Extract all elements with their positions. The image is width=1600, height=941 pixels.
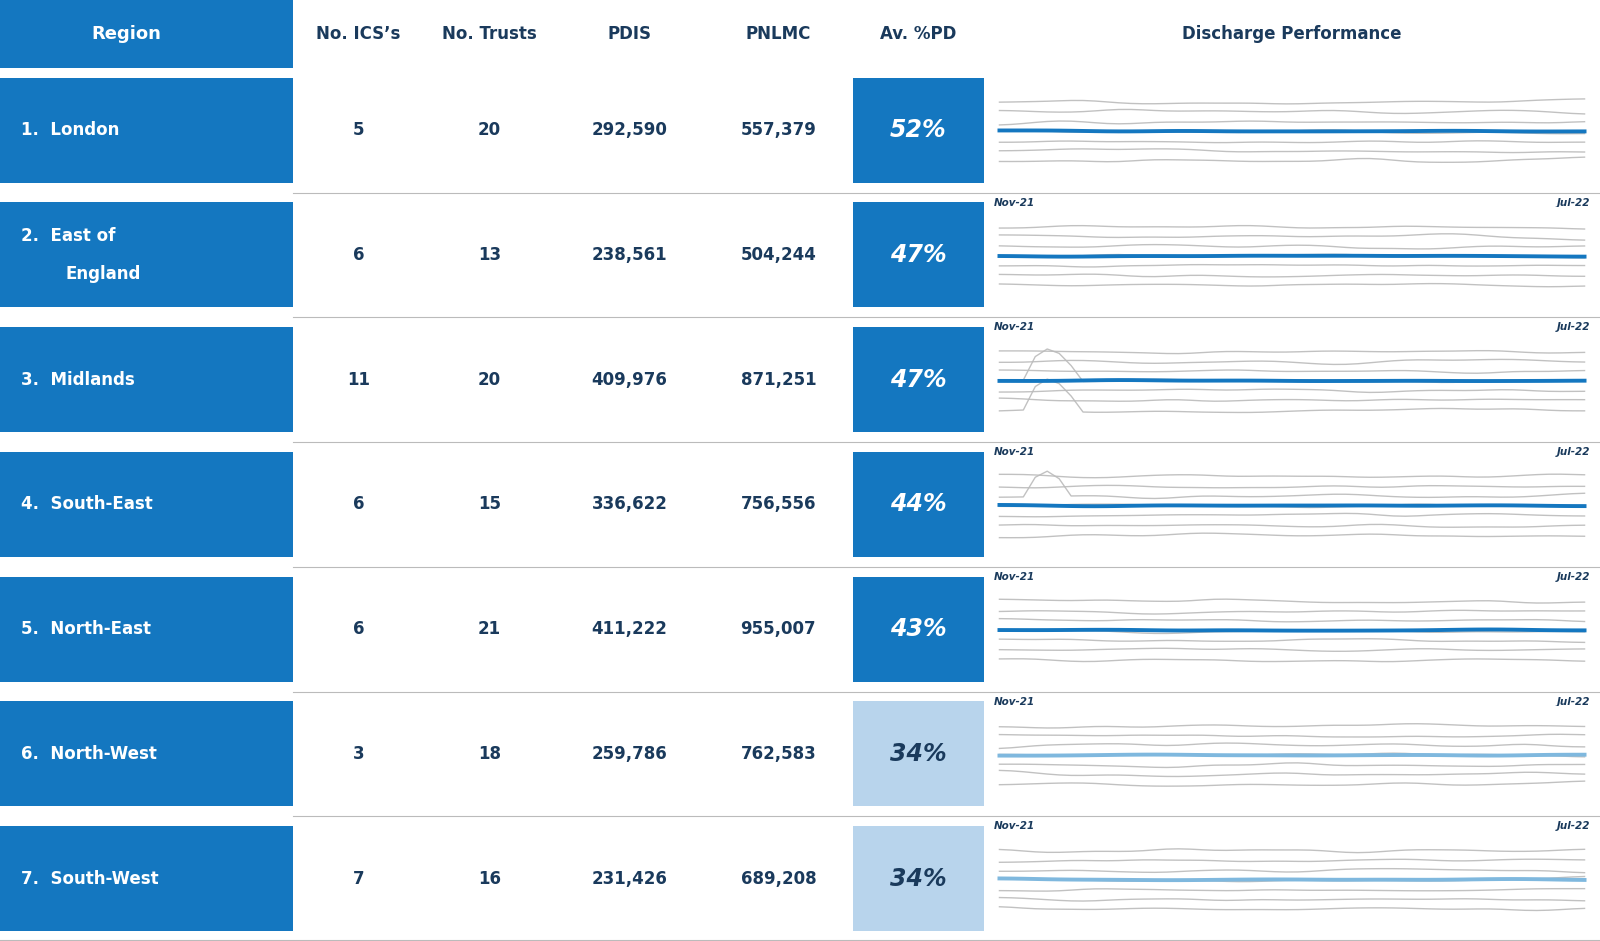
- Text: 7: 7: [352, 869, 365, 887]
- Text: 47%: 47%: [890, 368, 947, 391]
- Bar: [0, 0, 1600, 68]
- Bar: [0, 68, 1600, 193]
- Text: 13: 13: [478, 246, 501, 263]
- Bar: [853, 202, 984, 308]
- Text: Jul-22: Jul-22: [1557, 322, 1590, 332]
- Text: 762,583: 762,583: [741, 745, 816, 763]
- Bar: [853, 826, 984, 931]
- Text: Nov-21: Nov-21: [994, 821, 1035, 831]
- Bar: [853, 78, 984, 183]
- Text: PDIS: PDIS: [608, 24, 651, 43]
- Text: 3: 3: [352, 745, 365, 763]
- Text: 47%: 47%: [890, 243, 947, 267]
- Text: 336,622: 336,622: [592, 495, 667, 514]
- Text: 2.  East of: 2. East of: [21, 227, 115, 245]
- Text: Jul-22: Jul-22: [1557, 572, 1590, 582]
- Text: 259,786: 259,786: [592, 745, 667, 763]
- Text: 21: 21: [478, 620, 501, 638]
- Text: Nov-21: Nov-21: [994, 696, 1035, 707]
- Text: 689,208: 689,208: [741, 869, 816, 887]
- Text: Av. %PD: Av. %PD: [880, 24, 957, 43]
- Bar: [0, 577, 293, 681]
- Text: 7.  South-West: 7. South-West: [21, 869, 158, 887]
- Text: Jul-22: Jul-22: [1557, 198, 1590, 208]
- Text: 20: 20: [478, 121, 501, 139]
- Text: 238,561: 238,561: [592, 246, 667, 263]
- Bar: [0, 317, 1600, 442]
- Bar: [0, 701, 293, 806]
- Text: Discharge Performance: Discharge Performance: [1182, 24, 1402, 43]
- Text: 871,251: 871,251: [741, 371, 816, 389]
- Text: 11: 11: [347, 371, 370, 389]
- Text: 18: 18: [478, 745, 501, 763]
- Bar: [853, 577, 984, 681]
- Text: 6: 6: [352, 246, 365, 263]
- Text: Region: Region: [91, 24, 162, 43]
- Text: 1.  London: 1. London: [21, 121, 118, 139]
- Text: Nov-21: Nov-21: [994, 322, 1035, 332]
- Text: 34%: 34%: [890, 867, 947, 890]
- Text: PNLMC: PNLMC: [746, 24, 811, 43]
- Text: Jul-22: Jul-22: [1557, 696, 1590, 707]
- Text: 6: 6: [352, 620, 365, 638]
- Text: 6: 6: [352, 495, 365, 514]
- Bar: [0, 0, 293, 68]
- Text: 292,590: 292,590: [592, 121, 667, 139]
- Text: 5.  North-East: 5. North-East: [21, 620, 150, 638]
- Text: Nov-21: Nov-21: [994, 572, 1035, 582]
- Bar: [0, 692, 1600, 816]
- Bar: [853, 327, 984, 432]
- Text: 955,007: 955,007: [741, 620, 816, 638]
- Bar: [0, 327, 293, 432]
- Text: 504,244: 504,244: [741, 246, 816, 263]
- Bar: [0, 78, 293, 183]
- Bar: [0, 193, 1600, 317]
- Text: 15: 15: [478, 495, 501, 514]
- Bar: [0, 816, 1600, 941]
- Text: 3.  Midlands: 3. Midlands: [21, 371, 134, 389]
- Text: 231,426: 231,426: [592, 869, 667, 887]
- Bar: [0, 826, 293, 931]
- Text: 52%: 52%: [890, 119, 947, 142]
- Text: Jul-22: Jul-22: [1557, 821, 1590, 831]
- Text: 6.  North-West: 6. North-West: [21, 745, 157, 763]
- Text: England: England: [66, 264, 141, 282]
- Text: 34%: 34%: [890, 742, 947, 766]
- Text: No. Trusts: No. Trusts: [442, 24, 538, 43]
- Text: No. ICS’s: No. ICS’s: [317, 24, 400, 43]
- Bar: [0, 452, 293, 557]
- Text: 16: 16: [478, 869, 501, 887]
- Text: 20: 20: [478, 371, 501, 389]
- Text: Nov-21: Nov-21: [994, 198, 1035, 208]
- Text: 756,556: 756,556: [741, 495, 816, 514]
- Bar: [0, 442, 1600, 566]
- Text: 411,222: 411,222: [592, 620, 667, 638]
- Text: 5: 5: [352, 121, 365, 139]
- Bar: [853, 701, 984, 806]
- Bar: [0, 202, 293, 308]
- Text: Jul-22: Jul-22: [1557, 447, 1590, 457]
- Text: 4.  South-East: 4. South-East: [21, 495, 152, 514]
- Text: 44%: 44%: [890, 492, 947, 517]
- Bar: [853, 452, 984, 557]
- Text: 557,379: 557,379: [741, 121, 816, 139]
- Text: 409,976: 409,976: [592, 371, 667, 389]
- Text: 43%: 43%: [890, 617, 947, 641]
- Bar: [0, 566, 1600, 692]
- Text: Nov-21: Nov-21: [994, 447, 1035, 457]
